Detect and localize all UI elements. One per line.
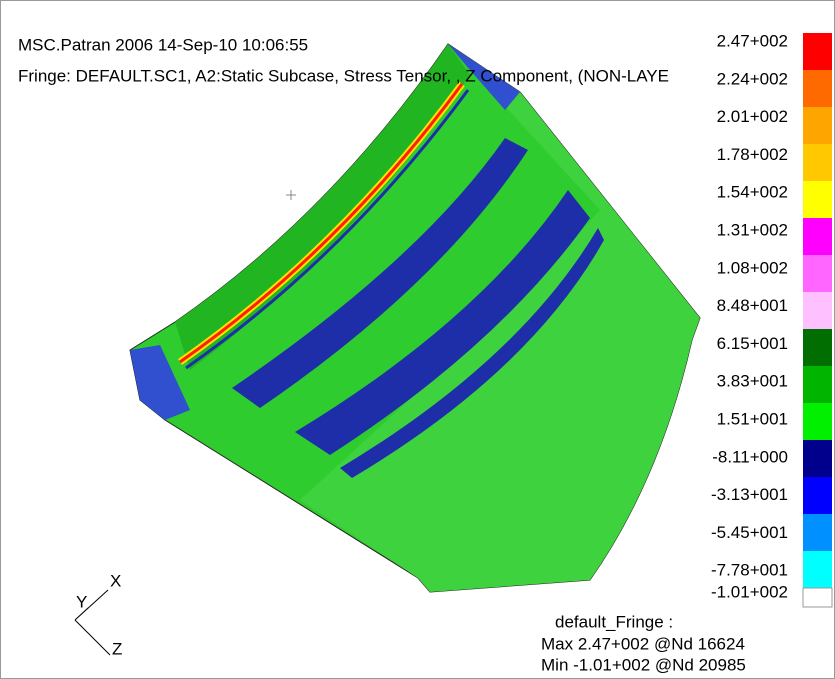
legend-swatch (803, 366, 832, 403)
legend-label: -1.01+002 (711, 582, 788, 601)
legend-label: 2.47+002 (717, 31, 788, 50)
legend-label: 1.78+002 (717, 145, 788, 164)
legend-swatch (803, 107, 832, 144)
legend-label: 8.48+001 (717, 296, 788, 315)
legend-swatch (803, 588, 832, 607)
header-line: Fringe: DEFAULT.SC1, A2:Static Subcase, … (18, 66, 669, 85)
legend-swatch (803, 403, 832, 440)
triad-x: X (110, 571, 121, 590)
legend-label: 6.15+001 (717, 334, 788, 353)
legend-label: -7.78+001 (711, 561, 788, 580)
legend-swatch (803, 551, 832, 588)
legend-swatch (803, 477, 832, 514)
legend-swatch (803, 440, 832, 477)
legend-label: 1.51+001 (717, 409, 788, 428)
footer-min: Min -1.01+002 @Nd 20985 (541, 655, 746, 674)
triad-y: Y (76, 592, 87, 611)
legend-label: 2.01+002 (717, 107, 788, 126)
legend-label: -8.11+000 (712, 447, 788, 466)
legend-swatch (803, 144, 832, 181)
footer-title: default_Fringe : (555, 612, 673, 631)
legend-swatch (803, 181, 832, 218)
legend-swatch (803, 329, 832, 366)
legend-label: 1.54+002 (717, 183, 788, 202)
legend-swatch (803, 514, 832, 551)
legend-swatch (803, 292, 832, 329)
footer-max: Max 2.47+002 @Nd 16624 (541, 634, 745, 653)
legend-swatch (803, 70, 832, 107)
legend-label: -3.13+001 (711, 485, 788, 504)
legend-swatch (803, 255, 832, 292)
legend-label: 2.24+002 (717, 69, 788, 88)
legend-label: 3.83+001 (717, 372, 788, 391)
fringe-viewport: X Y Z MSC.Patran 2006 14-Sep-10 10:06:55… (0, 0, 835, 679)
legend-label: 1.08+002 (717, 258, 788, 277)
legend-swatch (803, 33, 832, 70)
legend-swatch (803, 218, 832, 255)
header-line: MSC.Patran 2006 14-Sep-10 10:06:55 (18, 35, 308, 54)
triad-z: Z (112, 639, 122, 658)
legend-label: -5.45+001 (711, 523, 788, 542)
legend-label: 1.31+002 (717, 220, 788, 239)
